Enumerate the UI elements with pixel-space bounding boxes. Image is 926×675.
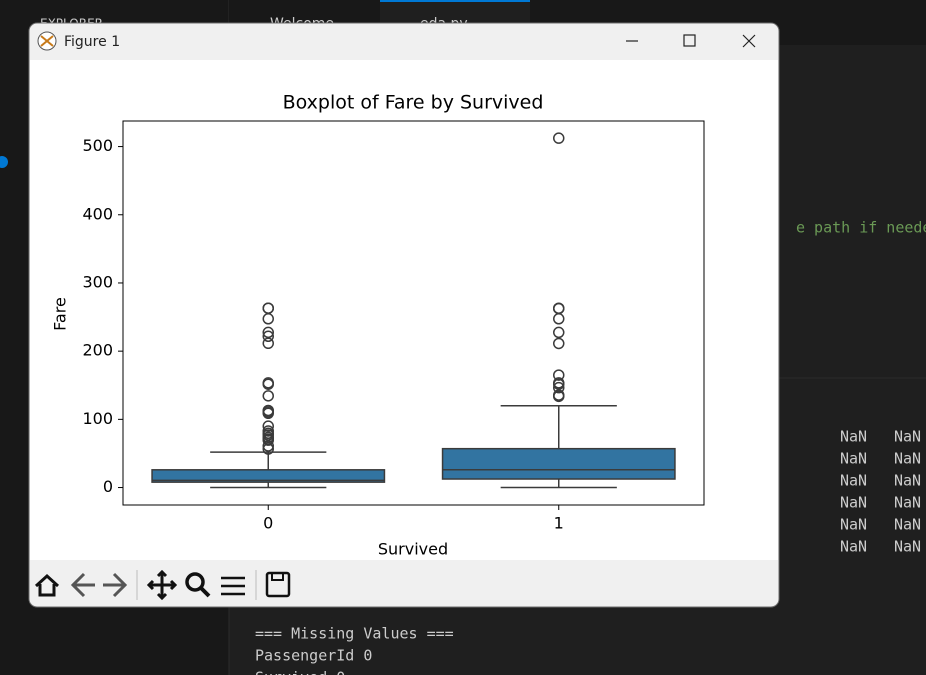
terminal-cell: NaN [840, 538, 867, 556]
plot: Boxplot of Fare by Survived Survived Far… [51, 92, 705, 559]
terminal-cell: NaN [840, 516, 867, 534]
terminal-cell: NaN [894, 494, 921, 512]
terminal-cell: NaN [840, 428, 867, 446]
activity-badge [0, 156, 8, 168]
terminal-table: NaN NaN NaN NaN NaN NaN NaN NaN NaN NaN NaN NaN [840, 428, 921, 556]
back-button[interactable] [70, 572, 95, 598]
configure-button[interactable] [221, 576, 245, 596]
zoom-button[interactable] [185, 572, 205, 592]
terminal-cell: NaN [894, 516, 921, 534]
axes-frame [122, 120, 705, 506]
outlier [553, 378, 565, 390]
outlier [262, 326, 274, 339]
terminal-cell: NaN [840, 494, 867, 512]
terminal-line: Survived 0 [255, 669, 345, 675]
outlier [262, 440, 274, 452]
figure-canvas [30, 60, 778, 560]
app-icon-glyph [40, 35, 54, 47]
close-button[interactable] [742, 34, 756, 48]
terminal-cell: NaN [840, 450, 867, 468]
x-axis-label: Survived [378, 540, 448, 559]
outlier [262, 330, 274, 343]
x-tick-label: 0 [263, 514, 273, 533]
outlier [553, 132, 565, 144]
terminal-cell: NaN [894, 538, 921, 556]
y-tick-label: 100 [82, 409, 113, 428]
forward-button[interactable] [103, 572, 128, 598]
outlier [262, 390, 274, 402]
outlier [553, 313, 565, 325]
outlier [262, 378, 274, 390]
outlier [553, 381, 565, 394]
outlier [553, 390, 565, 403]
outlier [262, 313, 274, 325]
figure-window: Figure 1 Boxplot of Fare by Survived Sur… [28, 22, 780, 608]
terminal-line: PassengerId 0 [255, 647, 372, 665]
outlier [262, 420, 274, 432]
y-tick-label: 200 [82, 341, 113, 360]
code-comment: e path if needed [796, 219, 926, 237]
zoom-handle [199, 586, 211, 598]
outlier [262, 443, 274, 455]
home-button[interactable] [34, 573, 60, 597]
activity-bar [0, 0, 15, 675]
terminal-cell: NaN [894, 428, 921, 446]
outlier [553, 326, 565, 339]
maximize-button[interactable] [683, 34, 696, 47]
terminal-cell: NaN [894, 450, 921, 468]
terminal-line: === Missing Values === [255, 625, 454, 643]
y-tick-label: 400 [82, 204, 113, 223]
pan-button[interactable] [146, 569, 178, 601]
y-axis-label: Fare [51, 297, 70, 331]
terminal-cell: NaN [894, 472, 921, 490]
save-icon-part [271, 572, 284, 581]
outlier [262, 407, 274, 420]
y-tick-label: 0 [103, 477, 113, 496]
y-tick-label: 300 [82, 272, 113, 291]
box [151, 469, 386, 483]
outlier [262, 337, 274, 350]
outlier [262, 434, 274, 446]
y-tick-label: 500 [82, 136, 113, 155]
box [441, 447, 676, 480]
x-tick-label: 1 [554, 514, 564, 533]
toolbar [34, 569, 291, 601]
window-title: Figure 1 [64, 34, 120, 50]
outlier [553, 337, 565, 350]
outlier [553, 369, 565, 381]
terminal-cell: NaN [840, 472, 867, 490]
chart-title: Boxplot of Fare by Survived [283, 92, 544, 114]
